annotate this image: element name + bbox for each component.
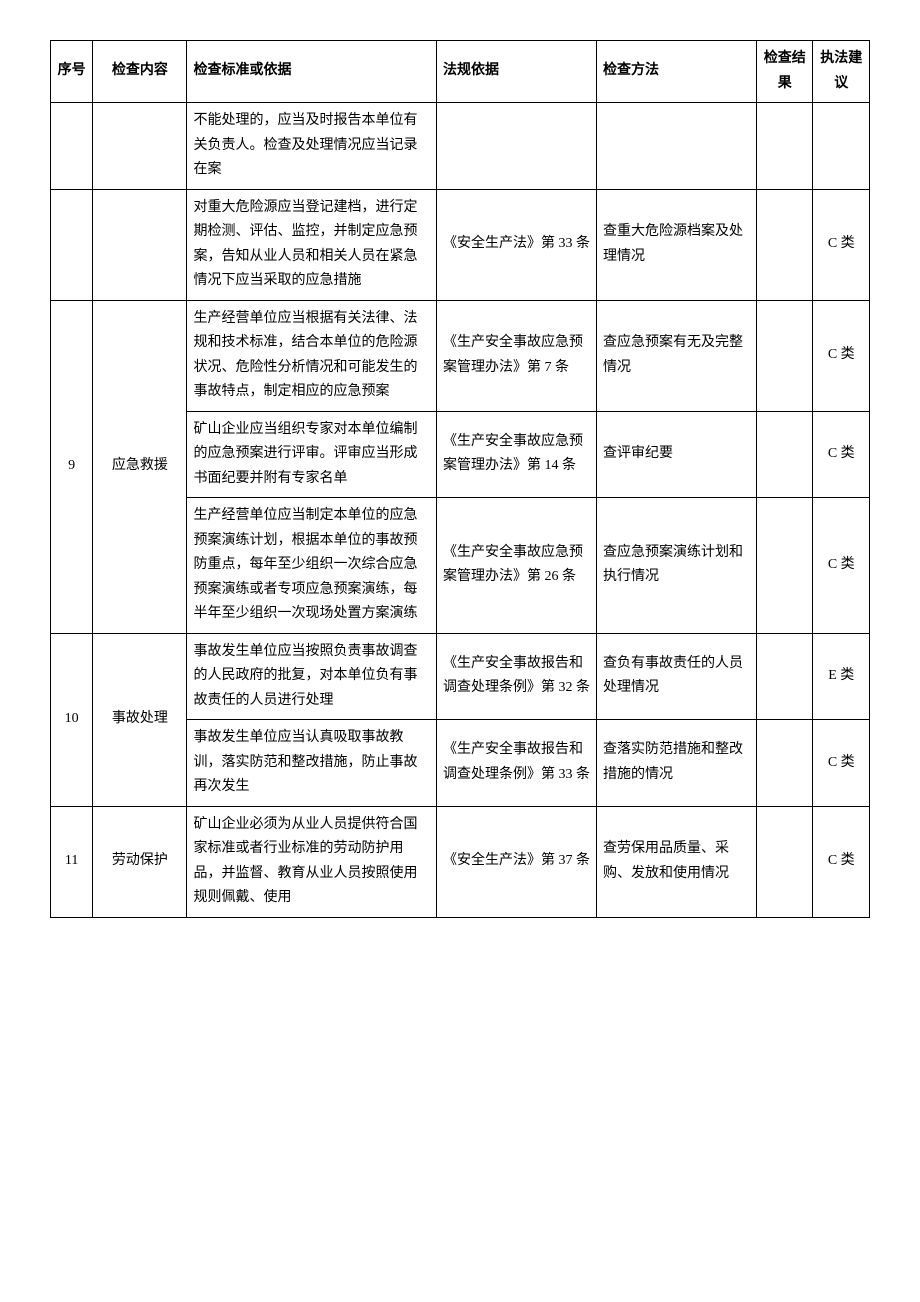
cell-method: 查落实防范措施和整改措施的情况	[596, 720, 756, 807]
cell-advice: C 类	[813, 300, 870, 411]
cell-content	[93, 189, 187, 300]
table-row: 9应急救援生产经营单位应当根据有关法律、法规和技术标准，结合本单位的危险源状况、…	[51, 300, 870, 411]
cell-content: 应急救援	[93, 300, 187, 633]
cell-advice: C 类	[813, 498, 870, 634]
cell-std: 事故发生单位应当按照负责事故调查的人民政府的批复，对本单位负有事故责任的人员进行…	[187, 633, 436, 720]
cell-seq	[51, 189, 93, 300]
cell-basis	[436, 103, 596, 190]
cell-method: 查劳保用品质量、采购、发放和使用情况	[596, 806, 756, 917]
cell-advice: C 类	[813, 806, 870, 917]
cell-seq: 10	[51, 633, 93, 806]
table-row: 10事故处理事故发生单位应当按照负责事故调查的人民政府的批复，对本单位负有事故责…	[51, 633, 870, 720]
table-row: 11劳动保护矿山企业必须为从业人员提供符合国家标准或者行业标准的劳动防护用品，并…	[51, 806, 870, 917]
header-seq: 序号	[51, 41, 93, 103]
cell-advice	[813, 103, 870, 190]
cell-result	[757, 498, 813, 634]
header-method: 检查方法	[596, 41, 756, 103]
cell-basis: 《生产安全事故报告和调查处理条例》第 32 条	[436, 633, 596, 720]
cell-advice: E 类	[813, 633, 870, 720]
cell-basis: 《生产安全事故应急预案管理办法》第 14 条	[436, 411, 596, 498]
cell-basis: 《安全生产法》第 33 条	[436, 189, 596, 300]
cell-method: 查评审纪要	[596, 411, 756, 498]
header-std: 检查标准或依据	[187, 41, 436, 103]
table-row: 对重大危险源应当登记建档，进行定期检测、评估、监控，并制定应急预案，告知从业人员…	[51, 189, 870, 300]
cell-content: 劳动保护	[93, 806, 187, 917]
cell-std: 矿山企业必须为从业人员提供符合国家标准或者行业标准的劳动防护用品，并监督、教育从…	[187, 806, 436, 917]
header-content: 检查内容	[93, 41, 187, 103]
cell-method: 查应急预案演练计划和执行情况	[596, 498, 756, 634]
header-row: 序号检查内容检查标准或依据法规依据检查方法检查结果执法建议	[51, 41, 870, 103]
cell-seq	[51, 103, 93, 190]
cell-seq: 9	[51, 300, 93, 633]
cell-result	[757, 633, 813, 720]
cell-method: 查重大危险源档案及处理情况	[596, 189, 756, 300]
cell-result	[757, 806, 813, 917]
table-head: 序号检查内容检查标准或依据法规依据检查方法检查结果执法建议	[51, 41, 870, 103]
cell-result	[757, 189, 813, 300]
table-row: 不能处理的，应当及时报告本单位有关负责人。检查及处理情况应当记录在案	[51, 103, 870, 190]
table-body: 不能处理的，应当及时报告本单位有关负责人。检查及处理情况应当记录在案对重大危险源…	[51, 103, 870, 918]
cell-basis: 《生产安全事故应急预案管理办法》第 7 条	[436, 300, 596, 411]
cell-std: 不能处理的，应当及时报告本单位有关负责人。检查及处理情况应当记录在案	[187, 103, 436, 190]
cell-method: 查应急预案有无及完整情况	[596, 300, 756, 411]
cell-advice: C 类	[813, 189, 870, 300]
header-result: 检查结果	[757, 41, 813, 103]
inspection-table: 序号检查内容检查标准或依据法规依据检查方法检查结果执法建议 不能处理的，应当及时…	[50, 40, 870, 918]
cell-std: 事故发生单位应当认真吸取事故教训，落实防范和整改措施，防止事故再次发生	[187, 720, 436, 807]
cell-method: 查负有事故责任的人员处理情况	[596, 633, 756, 720]
cell-result	[757, 103, 813, 190]
cell-std: 对重大危险源应当登记建档，进行定期检测、评估、监控，并制定应急预案，告知从业人员…	[187, 189, 436, 300]
header-advice: 执法建议	[813, 41, 870, 103]
cell-std: 生产经营单位应当制定本单位的应急预案演练计划，根据本单位的事故预防重点，每年至少…	[187, 498, 436, 634]
cell-result	[757, 411, 813, 498]
cell-result	[757, 300, 813, 411]
cell-std: 矿山企业应当组织专家对本单位编制的应急预案进行评审。评审应当形成书面纪要并附有专…	[187, 411, 436, 498]
cell-seq: 11	[51, 806, 93, 917]
header-basis: 法规依据	[436, 41, 596, 103]
cell-method	[596, 103, 756, 190]
cell-std: 生产经营单位应当根据有关法律、法规和技术标准，结合本单位的危险源状况、危险性分析…	[187, 300, 436, 411]
cell-result	[757, 720, 813, 807]
cell-content	[93, 103, 187, 190]
cell-content: 事故处理	[93, 633, 187, 806]
cell-advice: C 类	[813, 720, 870, 807]
cell-basis: 《生产安全事故报告和调查处理条例》第 33 条	[436, 720, 596, 807]
cell-basis: 《安全生产法》第 37 条	[436, 806, 596, 917]
cell-advice: C 类	[813, 411, 870, 498]
cell-basis: 《生产安全事故应急预案管理办法》第 26 条	[436, 498, 596, 634]
